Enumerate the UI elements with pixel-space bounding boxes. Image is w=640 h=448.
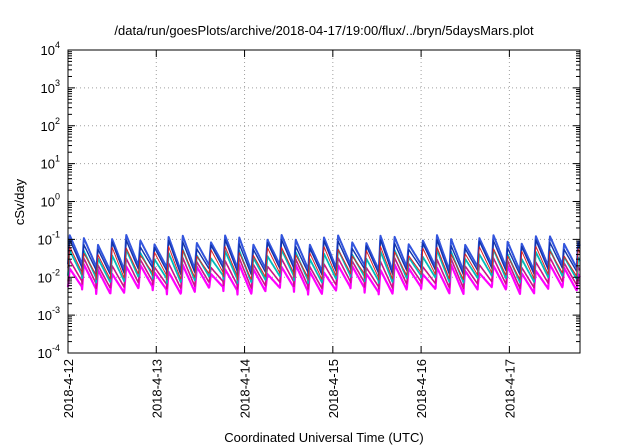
y-tick-exponent: 0 bbox=[55, 192, 60, 202]
axis-layer: 10-410-310-210-11001011021031042018-4-12… bbox=[38, 40, 580, 418]
grid-layer bbox=[68, 50, 580, 353]
y-tick-label: 101 bbox=[41, 154, 60, 172]
y-tick-exponent: 3 bbox=[55, 78, 60, 88]
y-tick-exponent: -2 bbox=[52, 267, 60, 277]
series-layer bbox=[66, 234, 581, 296]
y-tick-exponent: -1 bbox=[52, 229, 60, 239]
x-tick-label: 2018-4-17 bbox=[502, 359, 517, 418]
y-tick-exponent: 2 bbox=[55, 116, 60, 126]
y-axis-label: cSv/day bbox=[12, 178, 27, 225]
x-tick-label: 2018-4-15 bbox=[326, 359, 341, 418]
y-tick-label: 102 bbox=[41, 116, 60, 134]
x-tick-label: 2018-4-14 bbox=[238, 359, 253, 418]
y-tick-label: 10-2 bbox=[38, 267, 60, 285]
y-tick-label: 104 bbox=[41, 40, 60, 58]
y-tick-exponent: -4 bbox=[52, 343, 60, 353]
y-tick-label: 100 bbox=[41, 192, 60, 210]
x-axis-label: Coordinated Universal Time (UTC) bbox=[224, 430, 423, 445]
y-tick-label: 10-4 bbox=[38, 343, 60, 361]
y-tick-exponent: -3 bbox=[52, 305, 60, 315]
y-tick-label: 10-3 bbox=[38, 305, 60, 323]
x-tick-label: 2018-4-16 bbox=[414, 359, 429, 418]
y-tick-label: 10-1 bbox=[38, 229, 60, 247]
series-line bbox=[67, 245, 581, 281]
x-tick-label: 2018-4-12 bbox=[61, 359, 76, 418]
x-tick-label: 2018-4-13 bbox=[149, 359, 164, 418]
chart-title: /data/run/goesPlots/archive/2018-04-17/1… bbox=[114, 23, 534, 38]
y-tick-label: 103 bbox=[41, 78, 60, 96]
y-tick-exponent: 1 bbox=[55, 154, 60, 164]
y-tick-exponent: 4 bbox=[55, 40, 60, 50]
